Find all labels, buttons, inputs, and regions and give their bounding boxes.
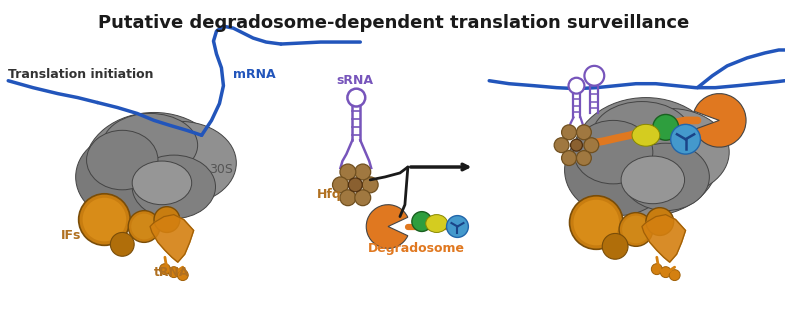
Text: mRNA: mRNA [233, 68, 276, 81]
Polygon shape [150, 215, 194, 262]
Circle shape [585, 66, 604, 86]
Circle shape [355, 190, 370, 206]
Circle shape [110, 232, 134, 256]
Circle shape [669, 270, 680, 280]
Circle shape [646, 208, 674, 236]
Circle shape [131, 214, 157, 240]
Text: Translation initiation: Translation initiation [8, 68, 154, 81]
Circle shape [355, 164, 370, 180]
Text: IFs: IFs [61, 229, 81, 243]
Circle shape [169, 267, 180, 278]
Circle shape [652, 115, 678, 140]
Circle shape [554, 138, 569, 153]
Text: Degradosome: Degradosome [368, 242, 465, 255]
Circle shape [412, 212, 432, 231]
Ellipse shape [87, 130, 158, 190]
Ellipse shape [573, 97, 719, 217]
Circle shape [619, 213, 652, 246]
Circle shape [652, 264, 662, 275]
Circle shape [562, 151, 577, 165]
Circle shape [79, 194, 130, 245]
Circle shape [602, 233, 628, 259]
Circle shape [447, 216, 468, 238]
Circle shape [348, 89, 366, 107]
Circle shape [574, 200, 619, 245]
Circle shape [577, 151, 591, 165]
Circle shape [570, 196, 623, 249]
Circle shape [154, 207, 180, 232]
Ellipse shape [574, 120, 652, 184]
Circle shape [562, 125, 577, 140]
Circle shape [671, 124, 701, 154]
Text: Hfq: Hfq [317, 188, 341, 201]
Circle shape [159, 264, 170, 275]
Text: tRNA: tRNA [154, 266, 189, 279]
Circle shape [622, 216, 650, 243]
Ellipse shape [76, 133, 179, 220]
Circle shape [577, 125, 591, 140]
Circle shape [340, 190, 356, 206]
Circle shape [571, 139, 582, 151]
Text: 30S: 30S [210, 163, 233, 176]
Ellipse shape [132, 161, 191, 205]
Wedge shape [694, 93, 746, 147]
Circle shape [177, 270, 188, 280]
Ellipse shape [564, 124, 671, 216]
Circle shape [584, 138, 599, 153]
Ellipse shape [84, 113, 224, 221]
Text: sRNA: sRNA [336, 74, 374, 87]
Ellipse shape [621, 156, 685, 204]
Polygon shape [642, 215, 686, 262]
Ellipse shape [426, 215, 448, 232]
Ellipse shape [622, 143, 709, 211]
Circle shape [362, 177, 378, 193]
Ellipse shape [132, 155, 215, 218]
Circle shape [128, 211, 160, 243]
Circle shape [348, 178, 362, 192]
Ellipse shape [102, 114, 198, 177]
Ellipse shape [593, 102, 692, 169]
Wedge shape [366, 205, 408, 248]
Circle shape [568, 78, 585, 93]
Circle shape [340, 164, 356, 180]
Ellipse shape [123, 121, 236, 205]
Circle shape [83, 198, 126, 242]
Text: Putative degradosome-dependent translation surveillance: Putative degradosome-dependent translati… [98, 14, 690, 32]
Ellipse shape [610, 109, 729, 196]
Circle shape [333, 177, 348, 193]
Circle shape [660, 267, 671, 278]
Ellipse shape [632, 124, 660, 146]
